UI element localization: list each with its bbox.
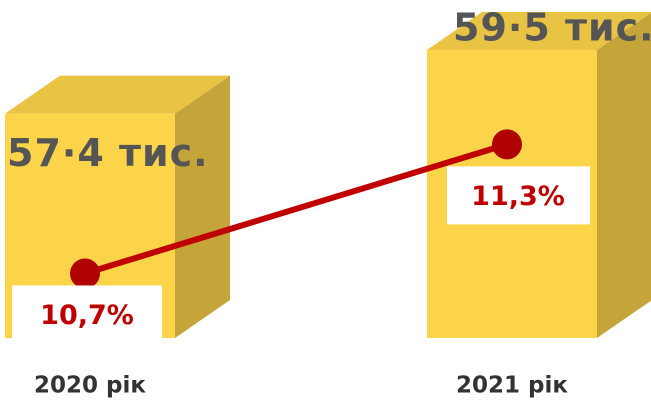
bar-side (597, 12, 651, 338)
bar-value-label: 57·4 тис. (7, 131, 209, 175)
bar-side (175, 75, 230, 339)
bar-value-label: 59·5 тис. (453, 5, 651, 49)
line (84, 141, 508, 277)
line-point (70, 258, 100, 289)
bar-top (5, 75, 230, 114)
line-point (492, 129, 522, 160)
line-value-label: 10,7% (40, 300, 134, 331)
value-label-box (12, 285, 162, 344)
value-label-box (447, 166, 590, 225)
line-value-label: 11,3% (471, 181, 565, 212)
x-tick-label: 2021 рік (456, 373, 568, 399)
x-tick-label: 2020 рік (34, 373, 146, 399)
bar-top (427, 11, 651, 50)
